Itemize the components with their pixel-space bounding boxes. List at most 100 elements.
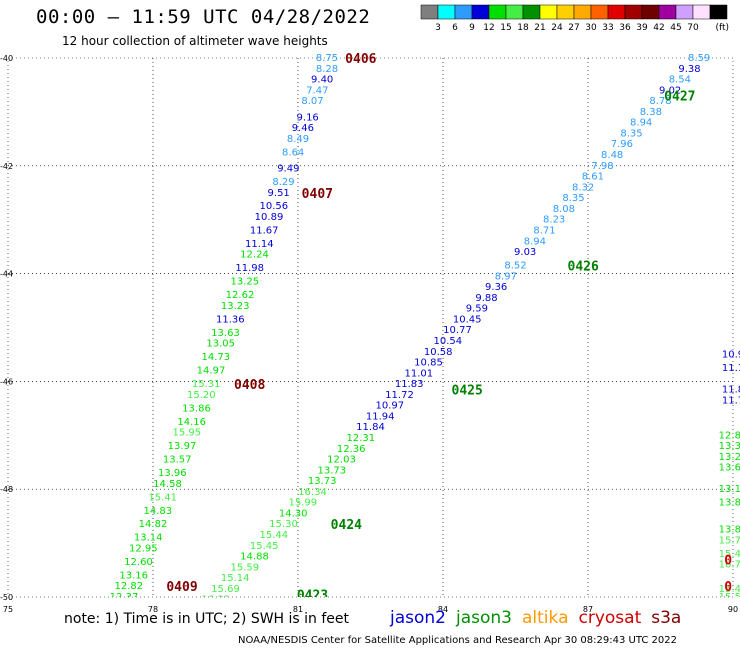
swh-point-label: 12.82 [115,581,144,592]
time-label: 0 [724,580,732,595]
swh-point-label: 9.59 [466,304,488,315]
swh-point-label: 8.49 [287,134,309,145]
colorbar-label: 24 [551,23,563,33]
swh-point-label: 10.54 [434,336,463,347]
swh-point-label: 7.47 [306,85,328,96]
swh-point-label: 13.96 [158,468,187,479]
colorbar-label: 42 [653,23,664,33]
swh-point-label: 15.30 [269,519,298,530]
y-tick-label: -48 [0,485,13,494]
swh-point-label: 15.41 [719,549,740,560]
swh-point-label: 9.88 [475,293,497,304]
colorbar-label: 15 [500,23,511,33]
swh-point-label: 13.25 [231,277,260,288]
colorbar-label: 39 [636,23,648,33]
swh-point-label: 11.1 [722,363,740,374]
legend-jason3: jason3 [456,608,512,628]
swh-point-label: 11.98 [235,263,264,274]
colorbar-label: 70 [687,23,699,33]
colorbar-label: 45 [670,23,681,33]
swh-point-label: 8.71 [533,225,555,236]
time-label: 0408 [234,378,265,393]
swh-point-label: 9.03 [514,247,536,258]
swh-point-label: 15.23 [163,638,192,649]
swh-point-label: 11.7 [722,395,740,406]
swh-point-label: 8.54 [669,75,691,86]
time-label: 0425 [452,383,483,398]
colorbar-label: 6 [452,23,458,33]
swh-point-label: 13.29 [719,452,740,463]
time-label: 0409 [166,580,197,595]
swh-point-label: 15.14 [221,573,250,584]
colorbar: 3 6 9 12 15 18 21 24 27 30 33 36 39 42 45 70 (ft) [420,4,729,33]
swh-point-label: 10.9 [722,349,740,360]
legend-s3a: s3a [651,608,682,628]
time-label: 0407 [302,187,333,202]
swh-point-label: 7.96 [611,139,633,150]
y-tick-label: -44 [0,270,13,279]
swh-point-label: 8.94 [630,118,652,129]
swh-point-label: 13.89 [719,525,740,536]
time-label: 0423 [297,588,328,603]
swh-point-label: 12.31 [347,433,376,444]
swh-point-label: 14.16 [177,417,206,428]
footer-credit: NOAA/NESDIS Center for Satellite Applica… [238,635,677,646]
swh-point-label: 13.73 [308,476,337,487]
swh-point-label: 15.99 [289,498,318,509]
swh-point-label: 11.83 [395,379,424,390]
swh-point-label: 15.20 [187,390,216,401]
swh-point-label: 11.94 [366,411,395,422]
swh-point-label: 15.56 [719,592,740,603]
swh-point-label: 13.16 [719,484,740,495]
swh-point-label: 9.51 [268,188,290,199]
swh-point-label: 12.37 [110,592,139,603]
swh-point-label: 9.46 [292,123,314,134]
swh-point-label: 15.45 [250,541,279,552]
swh-point-label: 14.73 [202,352,231,363]
x-tick-label: 75 [3,605,13,614]
swh-point-label: 13.89 [719,498,740,509]
swh-point-label: 8.97 [495,271,517,282]
satellite-legend: jason2 jason3 altika cryosat s3a [390,608,691,628]
swh-point-label: 11.01 [405,368,434,379]
swh-point-label: 16.32 [202,595,231,606]
y-tick-label: -42 [0,162,13,171]
swh-point-label: 13.97 [168,441,197,452]
legend-altika: altika [522,608,569,628]
swh-point-label: 8.52 [504,261,526,272]
time-label: 0 [724,553,732,568]
swh-point-label: 14.97 [197,366,226,377]
swh-point-label: 15.95 [173,428,202,439]
swh-point-label: 14.88 [173,627,202,638]
swh-point-label: 8.78 [649,96,671,107]
swh-point-label: 10.58 [424,347,453,358]
swh-point-label: 14.82 [139,519,168,530]
x-tick-label: 90 [728,605,738,614]
swh-point-label: 11.72 [385,390,414,401]
swh-point-label: 8.94 [524,236,546,247]
colorbar-label: 27 [568,23,579,33]
swh-point-label: 8.23 [543,215,565,226]
swh-point-label: 8.59 [688,53,710,64]
swh-point-label: 8.32 [572,182,594,193]
x-tick-label: 84 [438,605,448,614]
swh-point-label: 13.86 [182,403,211,414]
colorbar-label: 3 [435,23,441,33]
swh-point-label: 15.46 [719,584,740,595]
swh-point-label: 13.16 [119,570,148,581]
swh-point-label: 8.35 [620,128,642,139]
swh-point-label: 12.82 [719,430,740,441]
swh-point-label: 9.49 [277,163,299,174]
colorbar-label: 18 [517,23,529,33]
legend-jason2: jason2 [390,608,446,628]
swh-point-label: 13.23 [221,301,250,312]
swh-point-label: 15.41 [148,492,177,503]
time-label: 0427 [664,90,695,105]
swh-point-label: 16.34 [298,487,327,498]
swh-point-label: 15.31 [192,379,221,390]
swh-point-label: 8.61 [582,172,604,183]
swh-point-label: 11.84 [356,422,385,433]
swh-point-label: 15.44 [260,530,289,541]
chart-title: 00:00 – 11:59 UTC 04/28/2022 [36,6,371,28]
